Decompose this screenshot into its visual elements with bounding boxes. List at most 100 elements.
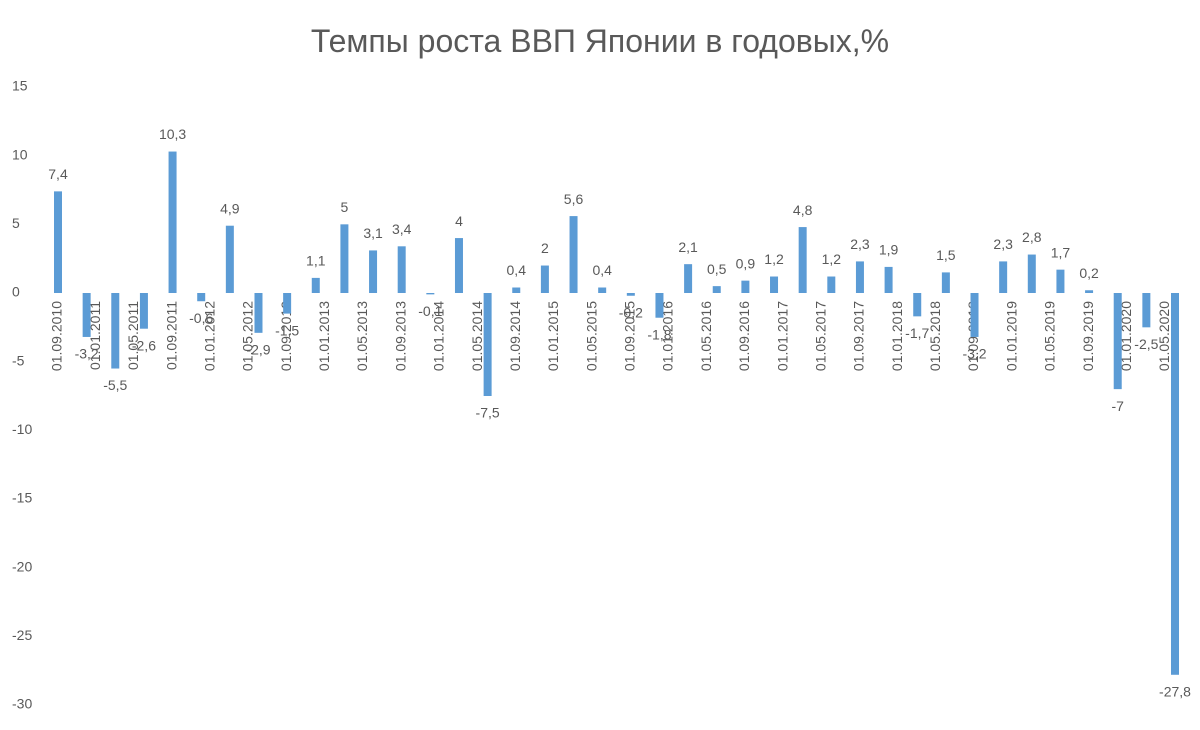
x-tick-label: 01.01.2012 bbox=[201, 301, 217, 371]
x-tick-label: 01.05.2016 bbox=[698, 301, 714, 371]
x-tick-label: 01.09.2019 bbox=[1080, 301, 1096, 371]
bar bbox=[1171, 293, 1179, 675]
bar bbox=[454, 238, 463, 293]
bar bbox=[369, 250, 378, 293]
data-label: 3,4 bbox=[392, 221, 412, 237]
y-tick-label: -15 bbox=[12, 490, 32, 506]
x-tick-label: 01.09.2017 bbox=[851, 301, 867, 371]
x-tick-label: 01.05.2011 bbox=[125, 301, 141, 370]
x-tick-label: 01.01.2020 bbox=[1118, 301, 1134, 371]
bar bbox=[1027, 254, 1036, 293]
x-tick-label: 01.05.2012 bbox=[240, 301, 256, 371]
bar bbox=[941, 272, 950, 293]
bar bbox=[197, 293, 206, 302]
bar bbox=[340, 224, 349, 293]
y-tick-label: 0 bbox=[12, 284, 20, 300]
x-tick-label: 01.09.2012 bbox=[278, 301, 294, 371]
bar bbox=[684, 264, 693, 293]
data-label: -0,6 bbox=[189, 310, 213, 326]
data-label: -5,5 bbox=[103, 377, 127, 393]
data-label: 5,6 bbox=[564, 191, 584, 207]
data-label: 2,1 bbox=[678, 239, 698, 255]
data-label: 1,5 bbox=[936, 247, 956, 263]
y-tick-label: -5 bbox=[12, 352, 25, 368]
x-tick-label: 01.09.2015 bbox=[622, 301, 638, 371]
bar bbox=[540, 265, 549, 293]
bar bbox=[111, 293, 120, 369]
x-tick-label: 01.01.2018 bbox=[889, 301, 905, 371]
x-tick-label: 01.01.2017 bbox=[774, 301, 790, 371]
y-tick-label: 10 bbox=[12, 146, 28, 162]
y-tick-label: 5 bbox=[12, 215, 20, 231]
x-tick-label: 01.01.2015 bbox=[545, 301, 561, 371]
bar bbox=[712, 286, 721, 293]
x-tick-label: 01.05.2019 bbox=[1042, 301, 1058, 371]
bar bbox=[741, 280, 750, 293]
x-tick-label: 01.09.2011 bbox=[163, 301, 179, 370]
bar bbox=[855, 261, 864, 293]
bar bbox=[512, 287, 521, 293]
data-label: 1,7 bbox=[1051, 244, 1071, 260]
data-label: -1,8 bbox=[647, 326, 671, 342]
x-tick-label: 01.09.2016 bbox=[736, 301, 752, 371]
bar bbox=[913, 293, 922, 317]
x-tick-label: 01.09.2013 bbox=[392, 301, 408, 371]
data-label: 2,3 bbox=[993, 236, 1013, 252]
x-tick-label: 01.05.2020 bbox=[1156, 301, 1172, 371]
bar bbox=[1113, 293, 1122, 390]
chart-title: Темпы роста ВВП Японии в годовых,% bbox=[311, 23, 889, 59]
bar bbox=[54, 191, 62, 293]
bar bbox=[168, 151, 177, 293]
data-label: 0,5 bbox=[707, 261, 727, 277]
data-label: 1,9 bbox=[879, 242, 899, 258]
bar bbox=[999, 261, 1008, 293]
bar bbox=[254, 293, 263, 333]
data-label: 0,4 bbox=[592, 262, 612, 278]
bar bbox=[283, 293, 292, 314]
bar bbox=[1056, 269, 1065, 293]
data-label: 1,1 bbox=[306, 253, 326, 269]
bar bbox=[311, 277, 320, 293]
data-label: 2,3 bbox=[850, 236, 870, 252]
bar bbox=[82, 293, 91, 337]
y-tick-label: -25 bbox=[12, 627, 32, 643]
x-tick-label: 01.01.2011 bbox=[87, 301, 103, 370]
bar bbox=[483, 293, 492, 396]
bar bbox=[426, 293, 435, 295]
data-label: 0,4 bbox=[507, 262, 527, 278]
x-tick-label: 01.01.2013 bbox=[316, 301, 332, 371]
bar bbox=[626, 293, 635, 296]
x-tick-label: 01.09.2014 bbox=[507, 301, 523, 371]
x-tick-label: 01.05.2018 bbox=[927, 301, 943, 371]
y-tick-label: -20 bbox=[12, 558, 32, 574]
data-label: -2,5 bbox=[1134, 336, 1158, 352]
data-label: -2,9 bbox=[246, 342, 270, 358]
data-label: -3,2 bbox=[962, 346, 986, 362]
bar bbox=[598, 287, 607, 293]
data-label: 4,8 bbox=[793, 202, 813, 218]
bar bbox=[798, 227, 807, 293]
data-label: 1,2 bbox=[764, 251, 784, 267]
bar bbox=[655, 293, 664, 318]
bar bbox=[225, 225, 234, 293]
bar bbox=[970, 293, 979, 337]
data-label: 0,9 bbox=[736, 255, 756, 271]
bar bbox=[770, 276, 779, 293]
data-label: 2 bbox=[541, 240, 549, 256]
x-tick-label: 01.01.2014 bbox=[431, 301, 447, 371]
y-tick-label: 15 bbox=[12, 78, 28, 94]
x-tick-label: 01.01.2019 bbox=[1003, 301, 1019, 371]
bar bbox=[1142, 293, 1151, 328]
data-label: -0,2 bbox=[619, 304, 643, 320]
data-label: -1,7 bbox=[905, 325, 929, 341]
bar bbox=[1085, 290, 1094, 293]
data-label: 1,2 bbox=[822, 251, 842, 267]
x-tick-label: 01.05.2015 bbox=[583, 301, 599, 371]
x-tick-label: 01.05.2013 bbox=[354, 301, 370, 371]
x-tick-label: 01.05.2017 bbox=[812, 301, 828, 371]
x-tick-label: 01.01.2016 bbox=[660, 301, 676, 371]
data-label: 5 bbox=[341, 199, 349, 215]
data-label: -7 bbox=[1111, 398, 1124, 414]
bar bbox=[397, 246, 406, 293]
data-label: -2,6 bbox=[132, 337, 156, 353]
